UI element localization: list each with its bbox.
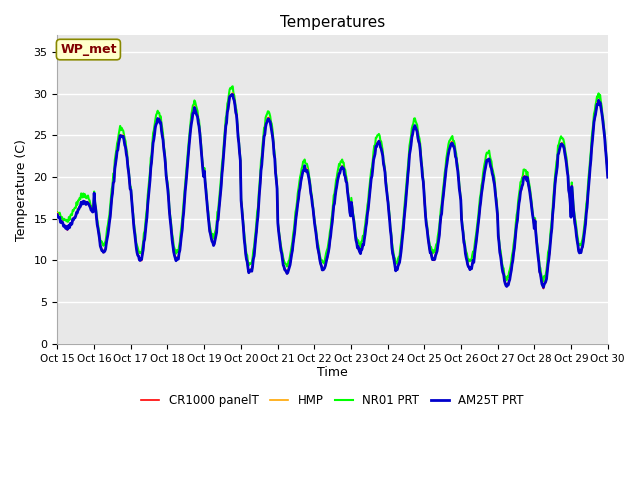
HMP: [229, 90, 237, 96]
NR01 PRT: [229, 84, 237, 89]
NR01 PRT: [400, 207, 408, 213]
HMP: [400, 215, 408, 221]
NR01 PRT: [604, 172, 612, 178]
CR1000 panelT: [54, 211, 61, 216]
CR1000 panelT: [417, 148, 424, 154]
HMP: [54, 210, 61, 216]
Line: NR01 PRT: NR01 PRT: [58, 86, 608, 281]
AM25T PRT: [120, 137, 128, 143]
AM25T PRT: [205, 221, 212, 227]
CR1000 panelT: [205, 221, 212, 227]
NR01 PRT: [540, 278, 547, 284]
AM25T PRT: [400, 216, 408, 222]
HMP: [540, 284, 547, 289]
AM25T PRT: [540, 285, 547, 290]
AM25T PRT: [176, 247, 184, 253]
AM25T PRT: [228, 92, 236, 97]
CR1000 panelT: [604, 174, 612, 180]
HMP: [63, 225, 71, 230]
NR01 PRT: [54, 209, 61, 215]
AM25T PRT: [54, 212, 61, 218]
HMP: [604, 173, 612, 179]
HMP: [205, 219, 212, 225]
Text: WP_met: WP_met: [60, 43, 116, 56]
HMP: [176, 247, 184, 252]
CR1000 panelT: [63, 227, 71, 233]
Line: CR1000 panelT: CR1000 panelT: [58, 94, 608, 288]
HMP: [120, 135, 128, 141]
X-axis label: Time: Time: [317, 366, 348, 379]
Legend: CR1000 panelT, HMP, NR01 PRT, AM25T PRT: CR1000 panelT, HMP, NR01 PRT, AM25T PRT: [137, 389, 529, 412]
Title: Temperatures: Temperatures: [280, 15, 385, 30]
CR1000 panelT: [540, 286, 547, 291]
Line: AM25T PRT: AM25T PRT: [58, 95, 608, 288]
Y-axis label: Temperature (C): Temperature (C): [15, 139, 28, 240]
NR01 PRT: [205, 217, 212, 223]
CR1000 panelT: [400, 216, 408, 222]
AM25T PRT: [63, 227, 71, 232]
Line: HMP: HMP: [58, 93, 608, 287]
HMP: [417, 147, 424, 153]
CR1000 panelT: [120, 137, 128, 143]
NR01 PRT: [176, 239, 184, 245]
CR1000 panelT: [176, 247, 184, 252]
AM25T PRT: [417, 148, 424, 154]
CR1000 panelT: [229, 91, 237, 97]
NR01 PRT: [417, 141, 424, 147]
NR01 PRT: [120, 132, 128, 138]
AM25T PRT: [604, 174, 612, 180]
NR01 PRT: [63, 219, 71, 225]
